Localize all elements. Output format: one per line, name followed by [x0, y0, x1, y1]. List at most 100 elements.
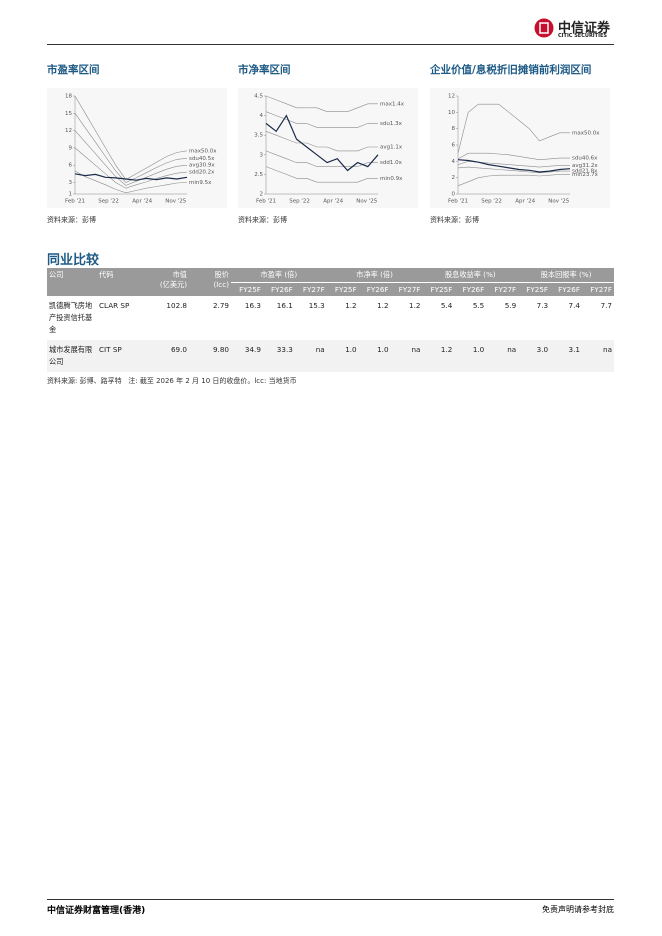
x-tick-label: Feb '21	[65, 199, 85, 205]
subheader-cell: FY27F	[486, 282, 519, 296]
table-cell: 16.3	[244, 301, 261, 310]
subheader-cell: FY26F	[550, 282, 582, 296]
table-cell: 5.5	[472, 301, 485, 310]
header-cell: 股息收益率 (%)	[422, 268, 519, 283]
table-cell: 15.3	[308, 301, 325, 310]
y-tick-label: 12	[65, 128, 72, 134]
band-line	[457, 103, 570, 154]
subheader-cell: FY27F	[581, 282, 614, 296]
table-row: 凯德腾飞房地产投资信托基金 CLAR SP 102.8 2.79 16.3 16.1 15.…	[47, 296, 614, 340]
logo-text: 中信证券	[558, 21, 611, 36]
band-label: min9.5x	[189, 180, 212, 186]
chart: 2 2.5 3 3.5 4 4.5 Feb '21 Sep '22 Apr '24 Nov '25…	[238, 88, 418, 208]
subheader-cell: FY25F	[231, 282, 263, 296]
x-tick-label: Apr '24	[515, 199, 535, 205]
band-line	[74, 147, 188, 189]
y-tick-label: 6	[69, 163, 73, 169]
table-cell: 3.0	[536, 345, 549, 354]
chart-bg	[238, 88, 418, 208]
table-cell: 102.8	[166, 301, 187, 310]
table-cell: 5.9	[504, 301, 517, 310]
header-cell: 市净率 (倍)	[326, 268, 423, 283]
band-label: min0.9x	[380, 176, 403, 182]
table-cell: 1.0	[472, 345, 485, 354]
header-cell: 股价 (lcc)	[189, 268, 231, 296]
chart-bg	[47, 88, 227, 208]
x-tick-label: Feb '21	[448, 199, 468, 205]
y-tick-label: 0	[452, 192, 456, 198]
subheader-cell: FY25F	[422, 282, 455, 296]
table-cell: na	[411, 345, 421, 354]
price-line	[457, 159, 571, 173]
band-label: sdu1.3x	[380, 121, 403, 127]
band-label: sdd20.2x	[189, 170, 215, 176]
x-tick-label: Apr '24	[132, 199, 152, 205]
chart-title: 企业价值/息税折旧摊销前利润区间	[430, 64, 592, 76]
y-tick-label: 8	[452, 126, 456, 132]
y-tick-label: 4.5	[254, 94, 263, 100]
header-cell: 市值 (亿美元)	[147, 268, 189, 296]
table-row: 城市发展有限公司 CIT SP 69.0 9.80 34.9 33.3 na 1.0 1.0 na…	[47, 340, 614, 372]
band-line	[74, 170, 188, 194]
table-cell: 1.2	[377, 301, 389, 310]
band-line	[457, 166, 570, 174]
band-line	[457, 174, 570, 187]
y-tick-label: 3	[69, 180, 73, 186]
band-label: avg30.9x	[189, 163, 215, 169]
logo-en: CITIC SECURITIES	[558, 33, 607, 39]
chart: 1 3 6 9 12 15 18 Feb '21 Sep '22 Apr '24 Nov '25 ma…	[47, 88, 227, 208]
band-line	[457, 152, 570, 161]
band-label: max50.0x	[189, 148, 217, 154]
y-tick-label: 18	[65, 94, 72, 100]
table-cell: 城市发展有限公司	[49, 345, 93, 366]
y-tick-label: 3	[260, 152, 264, 158]
chart-title: 市净率区间	[238, 64, 291, 76]
table-cell: CLAR SP	[99, 301, 130, 310]
x-tick-label: Apr '24	[323, 199, 343, 205]
band-line	[74, 130, 188, 186]
y-tick-label: 2.5	[254, 172, 263, 178]
y-tick-label: 3.5	[254, 133, 263, 139]
chart: 0 2 4 6 8 10 12 Feb '21 Sep '22 Apr '24 Nov '25 max…	[430, 88, 610, 208]
band-line	[265, 166, 378, 183]
x-tick-label: Sep '22	[289, 199, 310, 205]
band-label: max1.4x	[380, 101, 405, 107]
subheader-cell: FY26F	[262, 282, 295, 296]
y-tick-label: 12	[448, 94, 455, 100]
band-label: avg1.1x	[380, 144, 403, 150]
chart-source: 资料来源：彭博	[47, 216, 96, 224]
subheader-cell: FY27F	[294, 282, 327, 296]
footer-right: 免责声明请参考封底	[542, 905, 614, 914]
table-cell: 1.2	[345, 301, 357, 310]
band-label: sdd1.0x	[380, 160, 403, 166]
table-cell: 3.1	[568, 345, 580, 354]
header-cell: 股本回报率 (%)	[518, 268, 614, 283]
footer-left: 中信证券财富管理(香港)	[47, 906, 146, 916]
subheader-cell: FY27F	[390, 282, 423, 296]
x-tick-label: Nov '25	[356, 199, 377, 205]
table-cell: CIT SP	[99, 345, 122, 354]
band-line	[265, 150, 378, 167]
header-rule	[47, 44, 614, 45]
table-cell: 凯德腾飞房地产投资信托基金	[49, 301, 93, 334]
x-tick-label: Sep '22	[481, 199, 502, 205]
band-line	[265, 131, 378, 152]
table-cell: na	[315, 345, 325, 354]
band-label: max50.0x	[572, 130, 600, 136]
y-tick-label: 10	[448, 110, 455, 116]
band-line	[265, 95, 378, 113]
band-label: sdu40.5x	[189, 156, 215, 162]
logo-icon	[534, 18, 554, 38]
subheader-cell: FY26F	[454, 282, 487, 296]
table-cell: na	[507, 345, 517, 354]
chart-source: 资料来源：彭博	[238, 216, 287, 224]
section-title: 同业比较	[47, 253, 100, 268]
x-tick-label: Feb '21	[256, 199, 276, 205]
price-line	[74, 173, 188, 181]
header-cell: 代码	[97, 268, 147, 296]
table-cell: 1.2	[440, 345, 453, 354]
header-cell: 公司	[47, 268, 97, 296]
chart-source: 资料来源：彭博	[430, 216, 479, 224]
band-label: min23.7x	[572, 172, 599, 178]
band-label: avg31.2x	[572, 163, 598, 169]
